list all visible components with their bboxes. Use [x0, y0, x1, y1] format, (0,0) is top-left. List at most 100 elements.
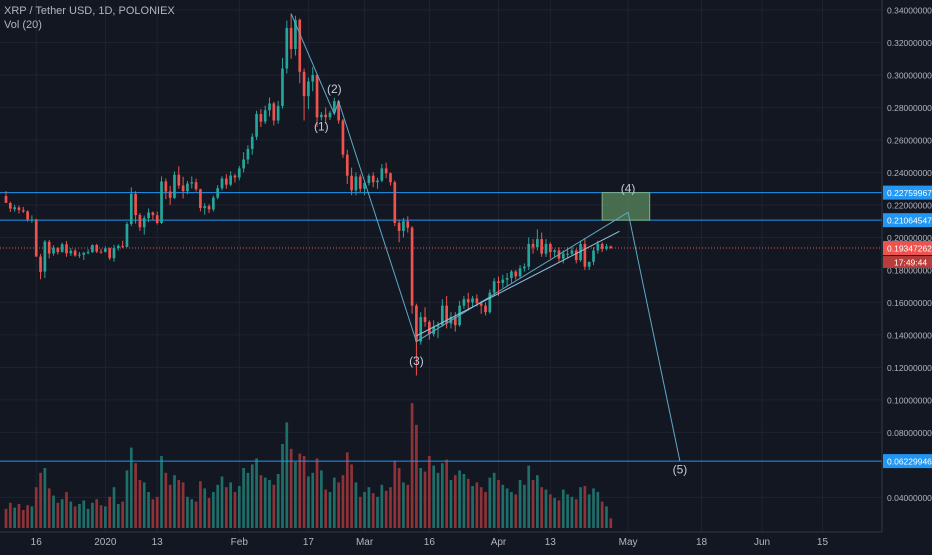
candle-body	[298, 19, 302, 72]
volume-bar	[147, 492, 150, 528]
candle-body	[410, 227, 414, 306]
candle-body	[216, 188, 220, 198]
candle-body	[95, 245, 99, 252]
candle-body	[471, 298, 474, 303]
candle-body	[432, 326, 436, 335]
volume-bar	[21, 510, 25, 528]
volume-bar	[30, 506, 34, 528]
level-price-badge	[883, 454, 932, 469]
candle-body	[242, 159, 245, 169]
volume-bar	[419, 468, 423, 528]
volume-bar	[181, 482, 185, 528]
candle-body	[285, 27, 289, 69]
candle-body	[116, 245, 120, 249]
candle-body	[492, 281, 496, 293]
price-tick-label: 0.20000000	[887, 233, 932, 243]
candle-body	[255, 114, 258, 137]
candle-body	[181, 185, 185, 192]
volume-bar	[164, 472, 168, 528]
volume-bar	[479, 487, 483, 528]
volume-bar	[315, 458, 319, 528]
candle-body	[276, 105, 280, 121]
candle-body	[91, 245, 94, 253]
volume-bar	[337, 482, 340, 528]
volume-bar	[389, 487, 392, 528]
price-tick-label: 0.30000000	[887, 71, 932, 81]
volume-bar	[173, 475, 176, 528]
candle-body	[345, 154, 349, 176]
candle-body	[518, 268, 522, 277]
wave-drawings[interactable]: (1) (2) (3) (4) (5)	[290, 13, 687, 477]
candle-body	[592, 250, 595, 262]
volume-bar	[501, 484, 505, 528]
candle-body	[268, 103, 271, 111]
candle-body	[488, 292, 492, 313]
volume-bar	[380, 484, 384, 528]
candle-body	[8, 203, 12, 209]
price-tick-label: 0.24000000	[887, 168, 932, 178]
volume-bar	[91, 502, 94, 528]
elliott-wave-path	[290, 13, 681, 462]
candle-body	[531, 243, 535, 248]
volume-bar	[592, 488, 595, 528]
candle-body	[138, 215, 142, 228]
price-tick-label: 0.22000000	[887, 200, 932, 210]
volume-bar	[440, 463, 444, 528]
volume-bar	[108, 496, 112, 528]
candle-body	[82, 252, 86, 255]
candle-body	[4, 196, 8, 203]
volume-bar	[194, 501, 198, 528]
volume-bar	[276, 474, 280, 528]
volume-bar	[99, 505, 103, 528]
candle-body	[505, 278, 509, 280]
candle-body	[281, 68, 284, 106]
volume-bar	[26, 505, 29, 528]
candle-body	[596, 243, 600, 251]
volume-bar	[65, 492, 68, 528]
volume-bar	[160, 456, 163, 528]
volume-bar	[579, 487, 582, 528]
candle-body	[479, 303, 483, 306]
time-tick-label: 13	[545, 537, 557, 548]
candle-body	[289, 27, 293, 50]
volume-bar	[86, 508, 90, 528]
target-zone[interactable]	[601, 192, 651, 221]
candle-body	[311, 75, 315, 82]
candle-body	[65, 244, 68, 254]
volume-bar	[324, 489, 328, 528]
volume-bar	[605, 506, 608, 528]
candle-body	[134, 193, 137, 216]
countdown-text: 17:49:44	[894, 258, 927, 268]
volume-bar	[428, 456, 431, 528]
volume-bar	[168, 484, 172, 528]
volume-indicator-label[interactable]: Vol (20)	[4, 19, 42, 31]
symbol-title[interactable]: XRP / Tether USD, 1D, POLONIEX	[4, 5, 175, 17]
volume-bar	[186, 496, 189, 528]
volume-bar	[199, 481, 202, 528]
candles	[4, 13, 613, 376]
volume-bar	[384, 490, 388, 528]
volume-bar	[492, 472, 496, 528]
volume-bar	[531, 480, 535, 528]
candle-body	[570, 250, 574, 254]
volume-bar	[332, 477, 336, 528]
candle-body	[600, 243, 604, 249]
volume-bar	[544, 489, 548, 528]
volume-bar	[281, 444, 284, 528]
candle-body	[453, 317, 457, 326]
candle-body	[341, 120, 345, 155]
volume-bar	[233, 492, 237, 528]
volume-bar	[311, 472, 315, 528]
volume-bar	[250, 464, 254, 528]
volume-bar	[475, 482, 479, 528]
candle-body	[514, 271, 518, 277]
volume-bar	[298, 453, 302, 528]
candle-body	[419, 317, 423, 342]
candle-body	[363, 183, 366, 189]
price-tick-label: 0.14000000	[887, 330, 932, 340]
candle-body	[428, 321, 431, 335]
horizontal-levels[interactable]	[0, 192, 882, 462]
volume-bar	[397, 468, 401, 528]
